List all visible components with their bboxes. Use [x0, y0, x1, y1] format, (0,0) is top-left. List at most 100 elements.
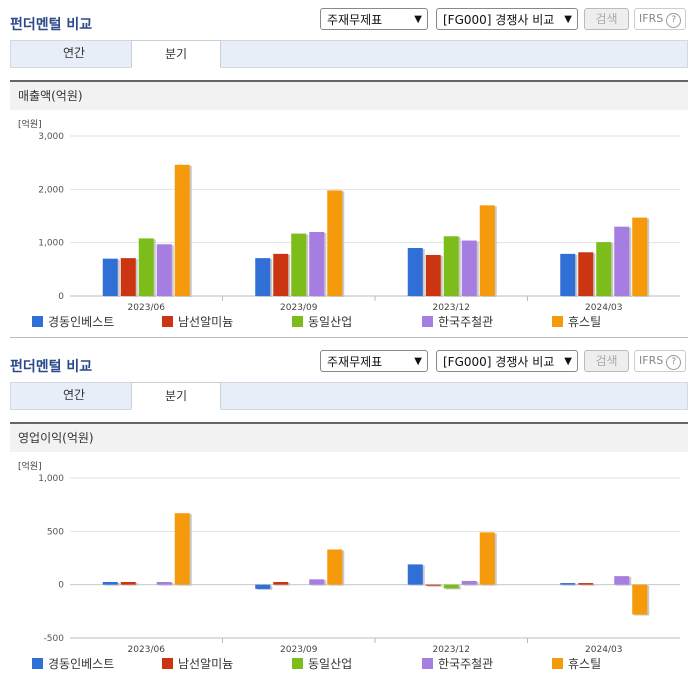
- legend-item[interactable]: 휴스틸: [552, 655, 601, 672]
- peer-group-select[interactable]: [FG000] 경쟁사 비교 ▼: [436, 350, 578, 372]
- legend-swatch: [292, 658, 303, 669]
- bar[interactable]: [102, 258, 118, 296]
- bar[interactable]: [407, 564, 423, 585]
- x-tick-label: 2023/09: [280, 303, 318, 313]
- legend-item[interactable]: 휴스틸: [552, 313, 601, 330]
- bar-shadow: [580, 584, 596, 586]
- x-tick-label: 2023/12: [433, 303, 470, 313]
- legend-item[interactable]: 한국주철관: [422, 313, 493, 330]
- search-button[interactable]: 검색: [584, 8, 629, 30]
- bar[interactable]: [174, 164, 190, 296]
- ifrs-help-button[interactable]: IFRS?: [634, 350, 687, 372]
- legend-label: 휴스틸: [568, 315, 602, 329]
- bar[interactable]: [138, 238, 154, 296]
- y-tick-label: 3,000: [38, 132, 64, 142]
- ifrs-label: IFRS: [639, 12, 664, 25]
- bar[interactable]: [632, 584, 648, 615]
- legend-item[interactable]: 경동인베스트: [32, 313, 114, 330]
- bar[interactable]: [461, 240, 477, 296]
- legend-label: 동일산업: [308, 657, 353, 671]
- ifrs-help-button[interactable]: IFRS?: [634, 8, 687, 30]
- x-tick-label: 2024/03: [585, 303, 622, 313]
- bar[interactable]: [425, 254, 441, 296]
- legend-swatch: [162, 316, 173, 327]
- legend-item[interactable]: 경동인베스트: [32, 655, 114, 672]
- bar[interactable]: [255, 258, 271, 296]
- bar[interactable]: [578, 583, 594, 585]
- legend-label: 남선알미늄: [178, 315, 234, 329]
- bar[interactable]: [425, 584, 441, 586]
- statement-type-select[interactable]: 주재무제표 ▼: [320, 350, 428, 372]
- y-tick-label: 1,000: [38, 239, 64, 249]
- legend-label: 휴스틸: [568, 657, 602, 671]
- legend-item[interactable]: 남선알미늄: [162, 313, 233, 330]
- y-tick-label: 0: [58, 292, 64, 302]
- bar[interactable]: [560, 253, 576, 296]
- bar[interactable]: [273, 253, 289, 296]
- bar-shadow: [562, 584, 578, 586]
- bar[interactable]: [614, 576, 630, 585]
- tab-quarterly[interactable]: 분기: [131, 40, 221, 68]
- chevron-down-icon: ▼: [414, 356, 422, 367]
- bar[interactable]: [120, 258, 136, 296]
- bar[interactable]: [614, 226, 630, 296]
- bar[interactable]: [120, 582, 136, 585]
- fundamental-compare-section-2: 펀더멘털 비교 주재무제표 ▼ [FG000] 경쟁사 비교 ▼ 검색 IFRS…: [0, 342, 696, 684]
- bar[interactable]: [479, 532, 495, 585]
- bar[interactable]: [596, 242, 612, 296]
- legend-item[interactable]: 남선알미늄: [162, 655, 233, 672]
- fundamental-compare-section-1: 펀더멘털 비교 주재무제표 ▼ [FG000] 경쟁사 비교 ▼ 검색 IFRS…: [10, 8, 688, 338]
- legend-swatch: [552, 316, 563, 327]
- bar[interactable]: [443, 236, 459, 296]
- legend-item[interactable]: 동일산업: [292, 313, 352, 330]
- bar[interactable]: [632, 217, 648, 296]
- peer-group-value: [FG000] 경쟁사 비교: [443, 13, 555, 27]
- chart-subtitle: 영업이익(억원): [10, 422, 688, 452]
- legend-swatch: [162, 658, 173, 669]
- section-title: 펀더멘털 비교: [10, 359, 93, 375]
- legend-item[interactable]: 한국주철관: [422, 655, 493, 672]
- peer-group-select[interactable]: [FG000] 경쟁사 비교 ▼: [436, 8, 578, 30]
- bar[interactable]: [156, 244, 172, 296]
- bar[interactable]: [443, 584, 459, 589]
- bar[interactable]: [407, 248, 423, 296]
- chart-subtitle: 매출액(억원): [10, 80, 688, 110]
- bar[interactable]: [273, 582, 289, 585]
- bar[interactable]: [309, 232, 325, 296]
- legend-label: 남선알미늄: [178, 657, 234, 671]
- bar[interactable]: [102, 582, 118, 585]
- y-tick-label: 1,000: [38, 474, 64, 484]
- legend-label: 한국주철관: [438, 657, 494, 671]
- chevron-down-icon: ▼: [414, 14, 422, 25]
- bar[interactable]: [560, 583, 576, 585]
- bar[interactable]: [461, 580, 477, 585]
- section-title: 펀더멘털 비교: [10, 17, 93, 33]
- x-tick-label: 2024/03: [585, 645, 622, 655]
- y-tick-label: 0: [58, 581, 64, 591]
- legend-swatch: [32, 658, 43, 669]
- legend-swatch: [292, 316, 303, 327]
- legend-label: 경동인베스트: [48, 657, 115, 671]
- search-button[interactable]: 검색: [584, 350, 629, 372]
- bar[interactable]: [291, 233, 307, 296]
- question-icon: ?: [666, 13, 682, 28]
- bar[interactable]: [578, 252, 594, 296]
- tab-quarterly[interactable]: 분기: [131, 382, 221, 410]
- unit-label: [억원]: [18, 120, 42, 130]
- bar[interactable]: [479, 205, 495, 296]
- legend-item[interactable]: 동일산업: [292, 655, 352, 672]
- statement-type-value: 주재무제표: [327, 355, 383, 369]
- legend-label: 경동인베스트: [48, 315, 115, 329]
- legend-swatch: [422, 316, 433, 327]
- bar[interactable]: [156, 582, 172, 585]
- bar[interactable]: [174, 513, 190, 585]
- bar[interactable]: [255, 584, 271, 589]
- tab-annual[interactable]: 연간: [62, 46, 86, 60]
- statement-type-select[interactable]: 주재무제표 ▼: [320, 8, 428, 30]
- legend-label: 동일산업: [308, 315, 353, 329]
- bar[interactable]: [309, 579, 325, 585]
- bar[interactable]: [327, 190, 343, 296]
- bar[interactable]: [327, 549, 343, 585]
- tab-annual[interactable]: 연간: [62, 388, 86, 402]
- legend-swatch: [32, 316, 43, 327]
